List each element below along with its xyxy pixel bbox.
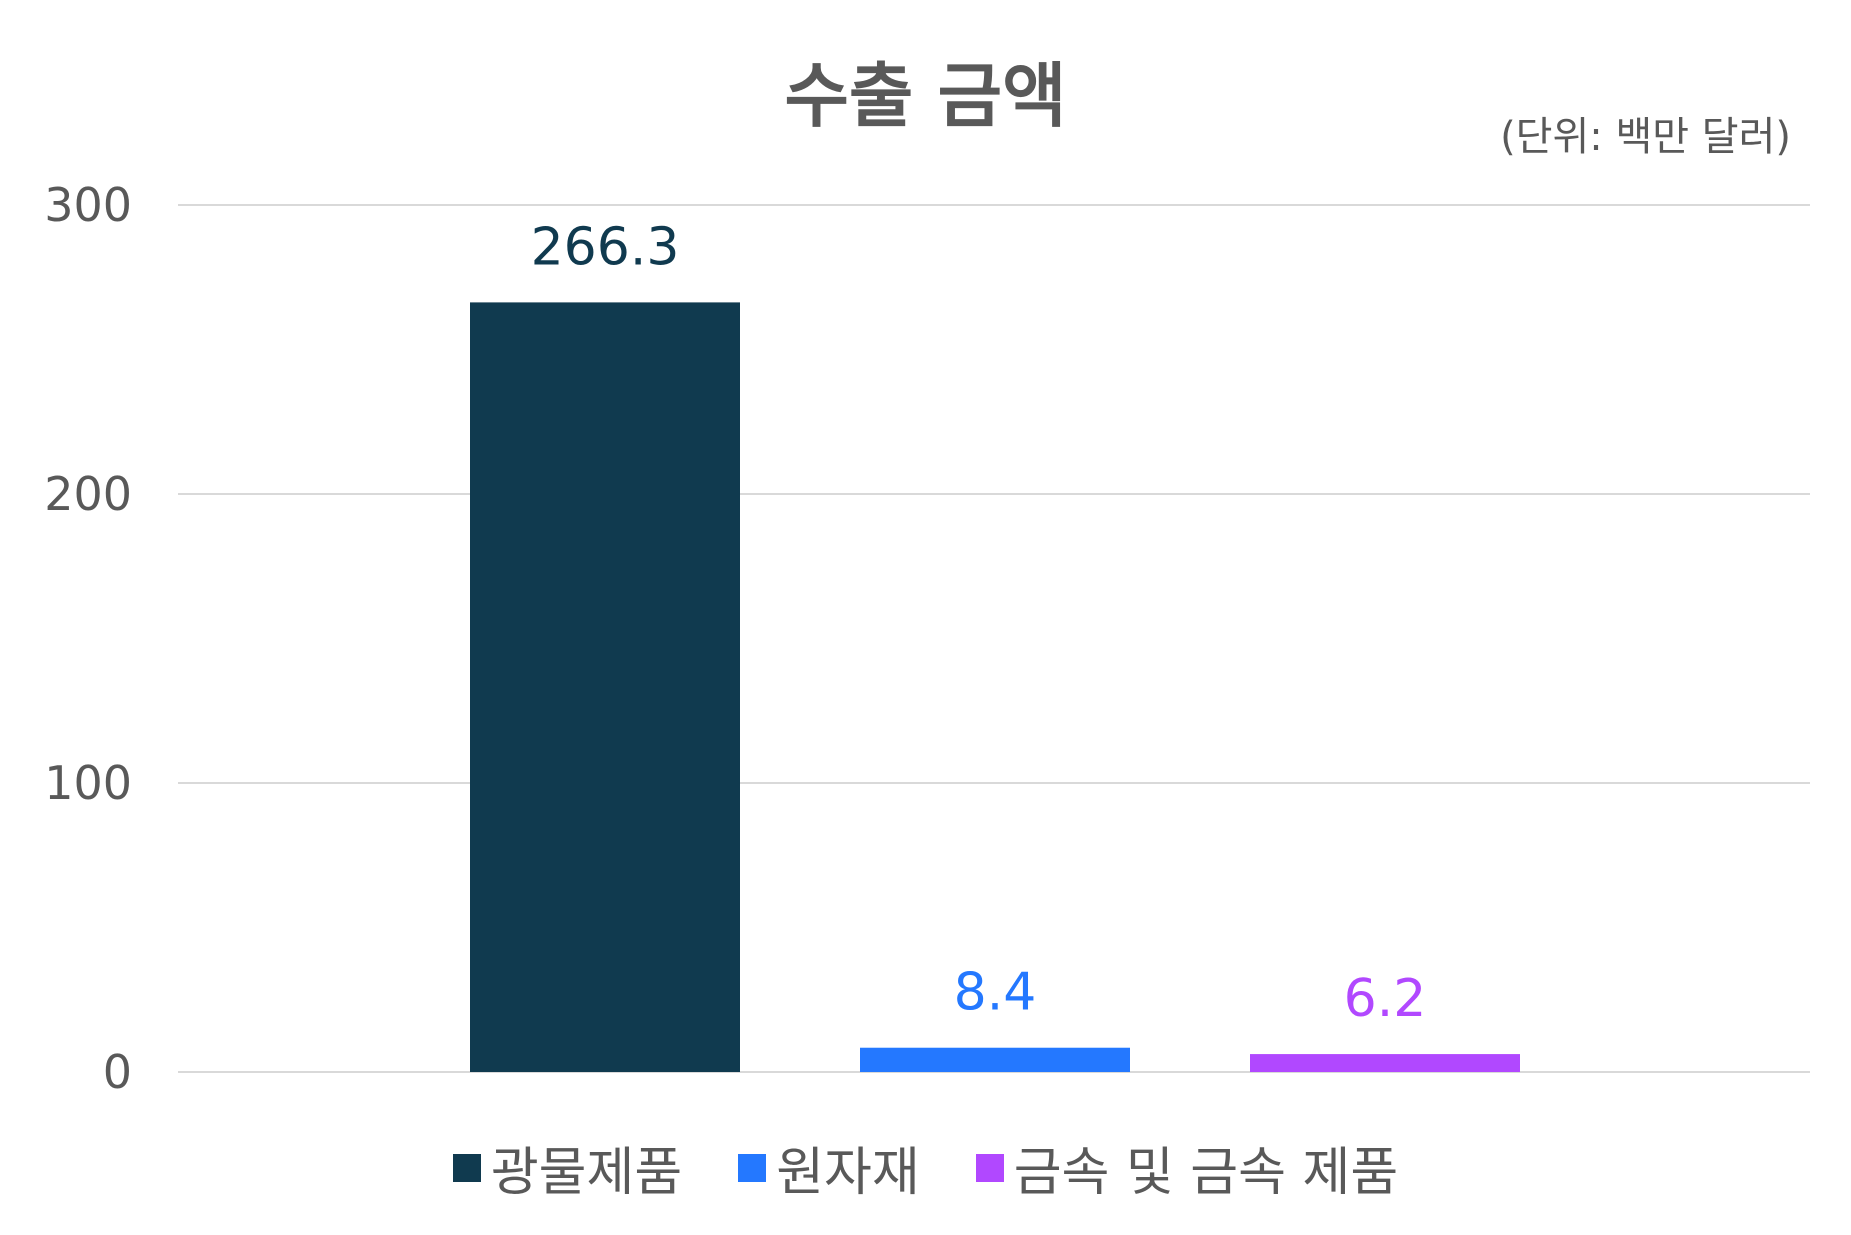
- gridlines: [178, 204, 1810, 1073]
- data-label-metal-products: 6.2: [1344, 969, 1427, 1029]
- bar-mineral-products: [470, 302, 740, 1072]
- bar-raw-materials: [860, 1047, 1130, 1072]
- chart-title: 수출 금액: [784, 55, 1067, 137]
- y-axis-ticks: 0 100 200 300: [44, 178, 132, 1099]
- legend-label-raw-materials: 원자재: [776, 1143, 920, 1203]
- bars: [470, 302, 1520, 1072]
- legend-item-metal-products: 금속 및 금속 제품: [975, 1130, 1399, 1205]
- data-labels: 266.3 8.4 6.2: [531, 217, 1427, 1029]
- y-tick-label-200: 200: [44, 467, 132, 521]
- legend-swatch-mineral-products: [452, 1153, 481, 1182]
- bar-metal-products: [1250, 1054, 1520, 1072]
- y-tick-label-300: 300: [44, 178, 132, 232]
- legend-label-mineral-products: 광물제품: [490, 1143, 683, 1203]
- legend: 광물제품 원자재 금속 및 금속 제품: [0, 1130, 1851, 1205]
- y-tick-label-0: 0: [103, 1045, 132, 1099]
- data-label-raw-materials: 8.4: [954, 963, 1037, 1023]
- y-tick-label-100: 100: [44, 756, 132, 810]
- legend-item-mineral-products: 광물제품: [452, 1130, 683, 1205]
- legend-label-metal-products: 금속 및 금속 제품: [1013, 1143, 1399, 1203]
- data-label-mineral-products: 266.3: [531, 217, 680, 277]
- unit-note: (단위: 백만 달러): [1500, 114, 1791, 160]
- legend-swatch-raw-materials: [738, 1153, 767, 1182]
- legend-swatch-metal-products: [975, 1153, 1004, 1182]
- legend-item-raw-materials: 원자재: [738, 1130, 920, 1205]
